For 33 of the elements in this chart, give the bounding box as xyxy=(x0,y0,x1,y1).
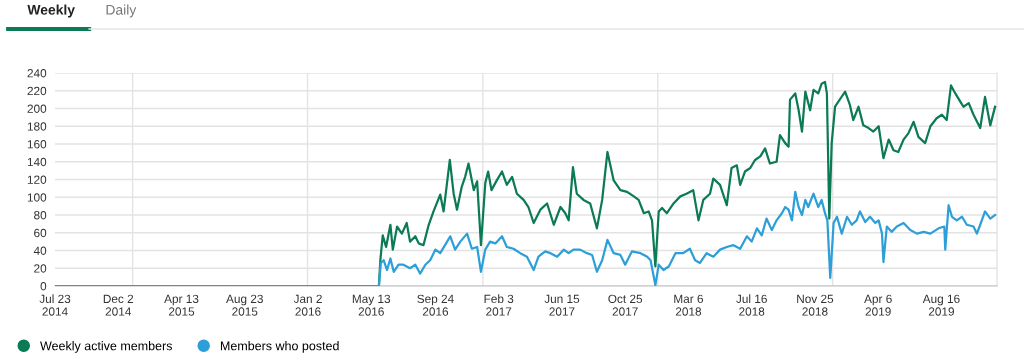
x-tick-label: Aug 16 2019 xyxy=(922,294,960,316)
y-tick-label: 100 xyxy=(27,193,47,202)
x-tick-label: May 13 2016 xyxy=(352,294,391,316)
y-tick-label: 20 xyxy=(34,264,47,273)
x-tick-label: Jul 23 2014 xyxy=(39,294,71,316)
x-tick-label: Nov 25 2018 xyxy=(797,294,834,316)
text: Weekly xyxy=(27,4,75,18)
x-tick-label: Apr 13 2015 xyxy=(164,294,199,316)
y-tick-label: 80 xyxy=(34,211,47,220)
y-tick-label: 120 xyxy=(27,175,47,184)
x-tick-label: Mar 6 2018 xyxy=(674,294,703,316)
x-tick-label: Dec 2 2014 xyxy=(103,294,134,316)
text: Daily xyxy=(106,4,137,18)
x-tick-label: Oct 25 2017 xyxy=(608,294,643,316)
x-tick-label: Jun 15 2017 xyxy=(544,294,580,316)
x-tick-label: Apr 6 2019 xyxy=(864,294,892,316)
y-tick-label: 220 xyxy=(27,86,47,96)
y-tick-label: 40 xyxy=(33,246,47,255)
y-tick-label: 180 xyxy=(27,122,47,131)
line-series xyxy=(55,190,997,286)
x-tick-label: Aug 23 2015 xyxy=(226,294,263,316)
legend-label: Members who posted xyxy=(220,341,339,353)
y-tick-label: 0 xyxy=(40,282,47,291)
x-tick-label: Jan 2 2016 xyxy=(293,294,322,316)
x-tick-label: Sep 24 2016 xyxy=(417,294,454,316)
y-tick-label: 140 xyxy=(27,157,47,167)
y-tick-label: 60 xyxy=(34,228,47,238)
y-tick-label: 160 xyxy=(27,140,47,149)
y-tick-label: 200 xyxy=(27,104,47,113)
y-tick-label: 240 xyxy=(27,69,47,78)
x-tick-label: Feb 3 2017 xyxy=(484,294,514,316)
legend-label: Weekly active members xyxy=(40,341,172,353)
x-tick-label: Jul 16 2018 xyxy=(736,294,767,316)
